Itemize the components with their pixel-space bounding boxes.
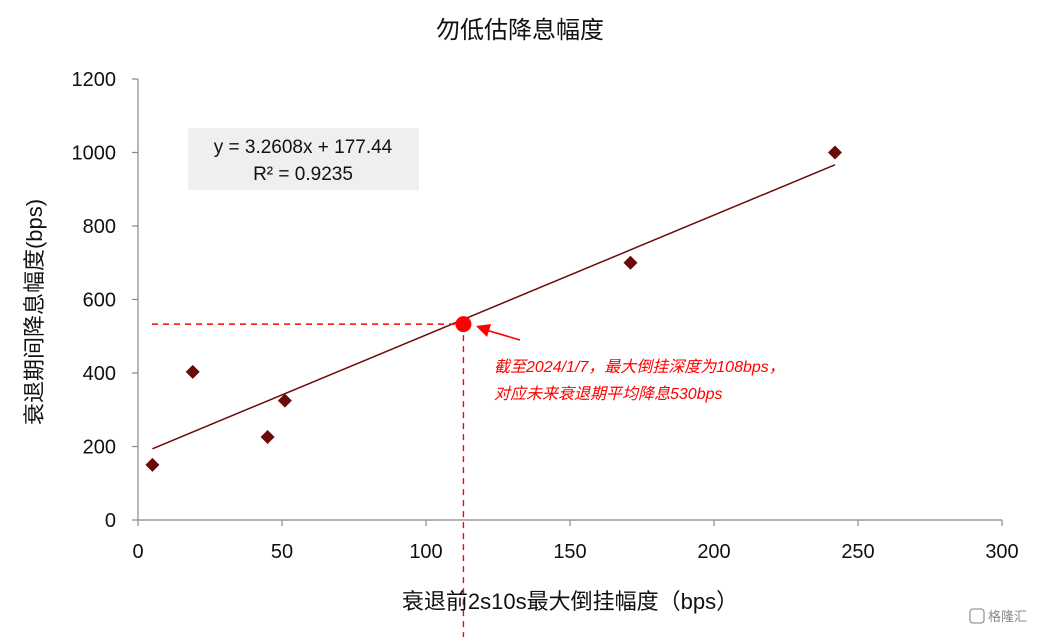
y-tick-label: 800 xyxy=(83,216,116,238)
x-tick-label: 250 xyxy=(841,541,874,563)
trendline xyxy=(152,164,836,450)
y-tick-label: 200 xyxy=(83,437,116,459)
y-ticks: 0 200 400 600 800 1000 1200 xyxy=(72,69,138,532)
y-axis-label: 衰退期间降息幅度(bps) xyxy=(22,199,47,425)
data-point xyxy=(277,393,292,408)
y-tick-label: 400 xyxy=(83,363,116,385)
annotation-arrowhead xyxy=(476,324,491,337)
watermark: 格隆汇 xyxy=(969,608,1027,624)
data-point xyxy=(827,145,842,160)
data-points xyxy=(145,145,842,472)
y-tick-label: 1200 xyxy=(72,69,117,91)
x-tick-label: 0 xyxy=(132,541,143,563)
watermark-text: 格隆汇 xyxy=(988,609,1027,624)
y-tick-label: 1000 xyxy=(72,143,117,165)
y-tick-label: 600 xyxy=(83,290,116,312)
x-tick-label: 150 xyxy=(553,541,586,563)
y-tick-label: 0 xyxy=(105,510,116,532)
x-tick-label: 200 xyxy=(697,541,730,563)
r-squared-label: R² = 0.9235 xyxy=(253,164,353,185)
trendline-equation: y = 3.2608x + 177.44 xyxy=(214,137,393,158)
data-point xyxy=(185,364,200,379)
trendline-equation-box: y = 3.2608x + 177.44 R² = 0.9235 xyxy=(188,128,419,190)
highlight-guides xyxy=(152,323,465,637)
x-ticks: 0 50 100 150 200 250 300 xyxy=(132,520,1019,563)
watermark-logo-icon xyxy=(969,608,985,624)
chart-title: 勿低估降息幅度 xyxy=(436,17,604,44)
data-point xyxy=(260,429,275,444)
annotation-line-1: 截至2024/1/7，最大倒挂深度为108bps， xyxy=(494,358,785,376)
equation-box-bg xyxy=(188,128,419,190)
x-tick-label: 50 xyxy=(271,541,293,563)
x-tick-label: 300 xyxy=(985,541,1018,563)
data-point xyxy=(145,457,160,472)
annotation-line-2: 对应未来衰退期平均降息530bps xyxy=(494,385,723,403)
annotation: 截至2024/1/7，最大倒挂深度为108bps， 对应未来衰退期平均降息530… xyxy=(476,324,785,403)
x-tick-label: 100 xyxy=(409,541,442,563)
annotation-arrow-line xyxy=(485,329,521,341)
x-axis-label: 衰退前2s10s最大倒挂幅度（bps） xyxy=(402,589,738,614)
highlight-point xyxy=(455,316,472,333)
data-point xyxy=(623,255,638,270)
